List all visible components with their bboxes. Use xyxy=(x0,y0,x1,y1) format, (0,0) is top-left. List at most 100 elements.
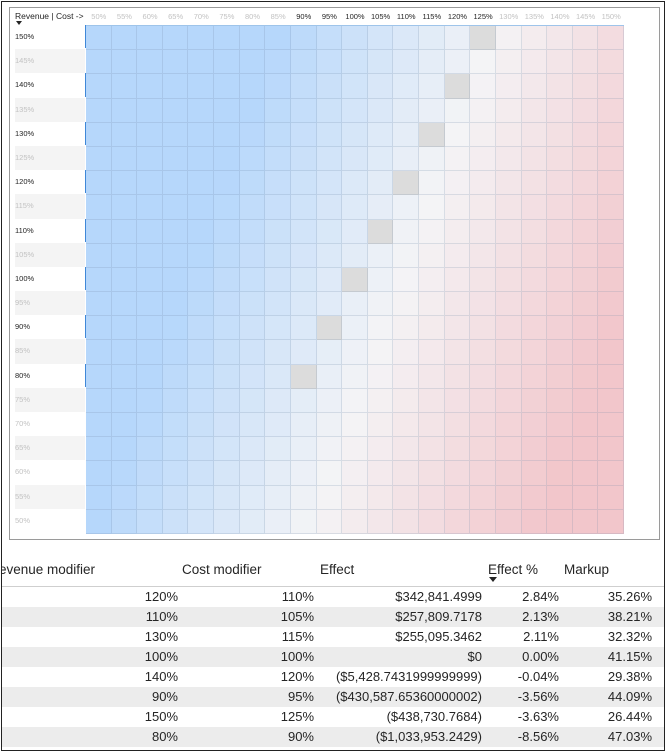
matrix-cell[interactable] xyxy=(444,146,471,172)
matrix-cell[interactable] xyxy=(470,485,496,510)
matrix-cell[interactable] xyxy=(470,171,496,196)
matrix-cell[interactable] xyxy=(86,267,112,293)
matrix-cell[interactable] xyxy=(495,74,522,99)
matrix-cell[interactable] xyxy=(137,485,163,510)
matrix-cell[interactable] xyxy=(419,98,445,123)
matrix-cell[interactable] xyxy=(470,195,496,220)
matrix-cell[interactable] xyxy=(342,413,368,438)
matrix-cell[interactable] xyxy=(111,171,138,196)
matrix-cell[interactable] xyxy=(214,50,240,75)
matrix-cell[interactable] xyxy=(547,267,573,293)
column-header[interactable]: 75% xyxy=(219,12,235,21)
matrix-cell[interactable] xyxy=(111,388,138,414)
matrix-cell[interactable] xyxy=(162,195,189,220)
matrix-cell[interactable] xyxy=(572,26,599,51)
matrix-cell[interactable] xyxy=(367,50,394,75)
matrix-cell[interactable] xyxy=(111,74,138,99)
matrix-cell[interactable] xyxy=(214,26,240,51)
matrix-cell[interactable] xyxy=(495,388,522,414)
matrix-cell[interactable] xyxy=(214,219,240,244)
matrix-cell[interactable] xyxy=(137,437,163,462)
matrix-cell[interactable] xyxy=(419,485,445,510)
matrix-cell[interactable] xyxy=(547,413,573,438)
matrix-cell[interactable] xyxy=(367,364,394,389)
matrix-cell[interactable] xyxy=(521,195,548,220)
matrix-cell[interactable] xyxy=(265,461,291,486)
matrix-cell[interactable] xyxy=(316,98,343,123)
matrix-cell[interactable] xyxy=(86,243,112,268)
matrix-cell[interactable] xyxy=(521,413,548,438)
matrix-cell[interactable] xyxy=(572,413,599,438)
matrix-cell[interactable] xyxy=(393,509,420,534)
header-effect[interactable]: Effect xyxy=(320,562,355,577)
matrix-cell[interactable] xyxy=(572,437,599,462)
matrix-cell[interactable] xyxy=(444,98,471,123)
matrix-cell[interactable] xyxy=(572,388,599,414)
matrix-cell[interactable] xyxy=(393,26,420,51)
matrix-cell[interactable] xyxy=(547,316,573,341)
matrix-cell[interactable] xyxy=(547,292,573,317)
matrix-cell[interactable] xyxy=(393,146,420,172)
matrix-cell[interactable] xyxy=(444,292,471,317)
matrix-cell[interactable] xyxy=(444,74,471,99)
matrix-cell[interactable] xyxy=(265,364,291,389)
matrix-cell[interactable] xyxy=(111,122,138,147)
matrix-cell[interactable] xyxy=(342,364,368,389)
matrix-cell[interactable] xyxy=(111,219,138,244)
matrix-cell[interactable] xyxy=(495,316,522,341)
matrix-cell[interactable] xyxy=(162,437,189,462)
matrix-cell[interactable] xyxy=(470,267,496,293)
matrix-cell[interactable] xyxy=(419,171,445,196)
matrix-cell[interactable] xyxy=(495,413,522,438)
matrix-cell[interactable] xyxy=(495,461,522,486)
matrix-cell[interactable] xyxy=(419,50,445,75)
matrix-cell[interactable] xyxy=(470,388,496,414)
matrix-cell[interactable] xyxy=(162,388,189,414)
matrix-cell[interactable] xyxy=(162,461,189,486)
matrix-cell[interactable] xyxy=(521,74,548,99)
matrix-cell[interactable] xyxy=(342,340,368,365)
matrix-cell[interactable] xyxy=(419,74,445,99)
matrix-cell[interactable] xyxy=(598,26,624,51)
matrix-cell[interactable] xyxy=(86,388,112,414)
row-header[interactable]: 100% xyxy=(15,273,35,283)
matrix-cell[interactable] xyxy=(137,413,163,438)
matrix-cell[interactable] xyxy=(419,388,445,414)
matrix-cell[interactable] xyxy=(393,437,420,462)
matrix-cell[interactable] xyxy=(521,219,548,244)
matrix-cell[interactable] xyxy=(111,26,138,51)
matrix-cell[interactable] xyxy=(342,146,368,172)
matrix-cell[interactable] xyxy=(572,74,599,99)
row-header[interactable]: 125% xyxy=(15,145,85,171)
matrix-cell[interactable] xyxy=(188,243,215,268)
matrix-cell[interactable] xyxy=(444,26,471,51)
matrix-cell[interactable] xyxy=(444,388,471,414)
matrix-cell[interactable] xyxy=(367,509,394,534)
matrix-cell[interactable] xyxy=(111,243,138,268)
row-header[interactable]: 110% xyxy=(15,225,34,235)
matrix-cell[interactable] xyxy=(572,219,599,244)
header-markup[interactable]: Markup xyxy=(564,562,610,577)
matrix-cell[interactable] xyxy=(495,146,522,172)
matrix-cell[interactable] xyxy=(162,413,189,438)
matrix-cell[interactable] xyxy=(188,316,215,341)
matrix-cell[interactable] xyxy=(214,485,240,510)
matrix-cell[interactable] xyxy=(265,316,291,341)
matrix-cell[interactable] xyxy=(393,122,420,147)
column-header[interactable]: 95% xyxy=(321,12,337,21)
matrix-cell[interactable] xyxy=(547,340,573,365)
matrix-cell[interactable] xyxy=(214,74,240,99)
row-header[interactable]: 80% xyxy=(15,370,31,380)
matrix-cell[interactable] xyxy=(470,146,496,172)
column-header[interactable]: 145% xyxy=(575,12,596,21)
matrix-cell[interactable] xyxy=(444,267,471,293)
matrix-cell[interactable] xyxy=(572,122,599,147)
matrix-cell[interactable] xyxy=(137,195,163,220)
matrix-cell[interactable] xyxy=(290,219,317,244)
matrix-cell[interactable] xyxy=(162,509,189,534)
matrix-cell[interactable] xyxy=(419,509,445,534)
matrix-cell[interactable] xyxy=(470,122,496,147)
matrix-cell[interactable] xyxy=(239,364,266,389)
matrix-cell[interactable] xyxy=(598,267,624,293)
matrix-cell[interactable] xyxy=(214,413,240,438)
